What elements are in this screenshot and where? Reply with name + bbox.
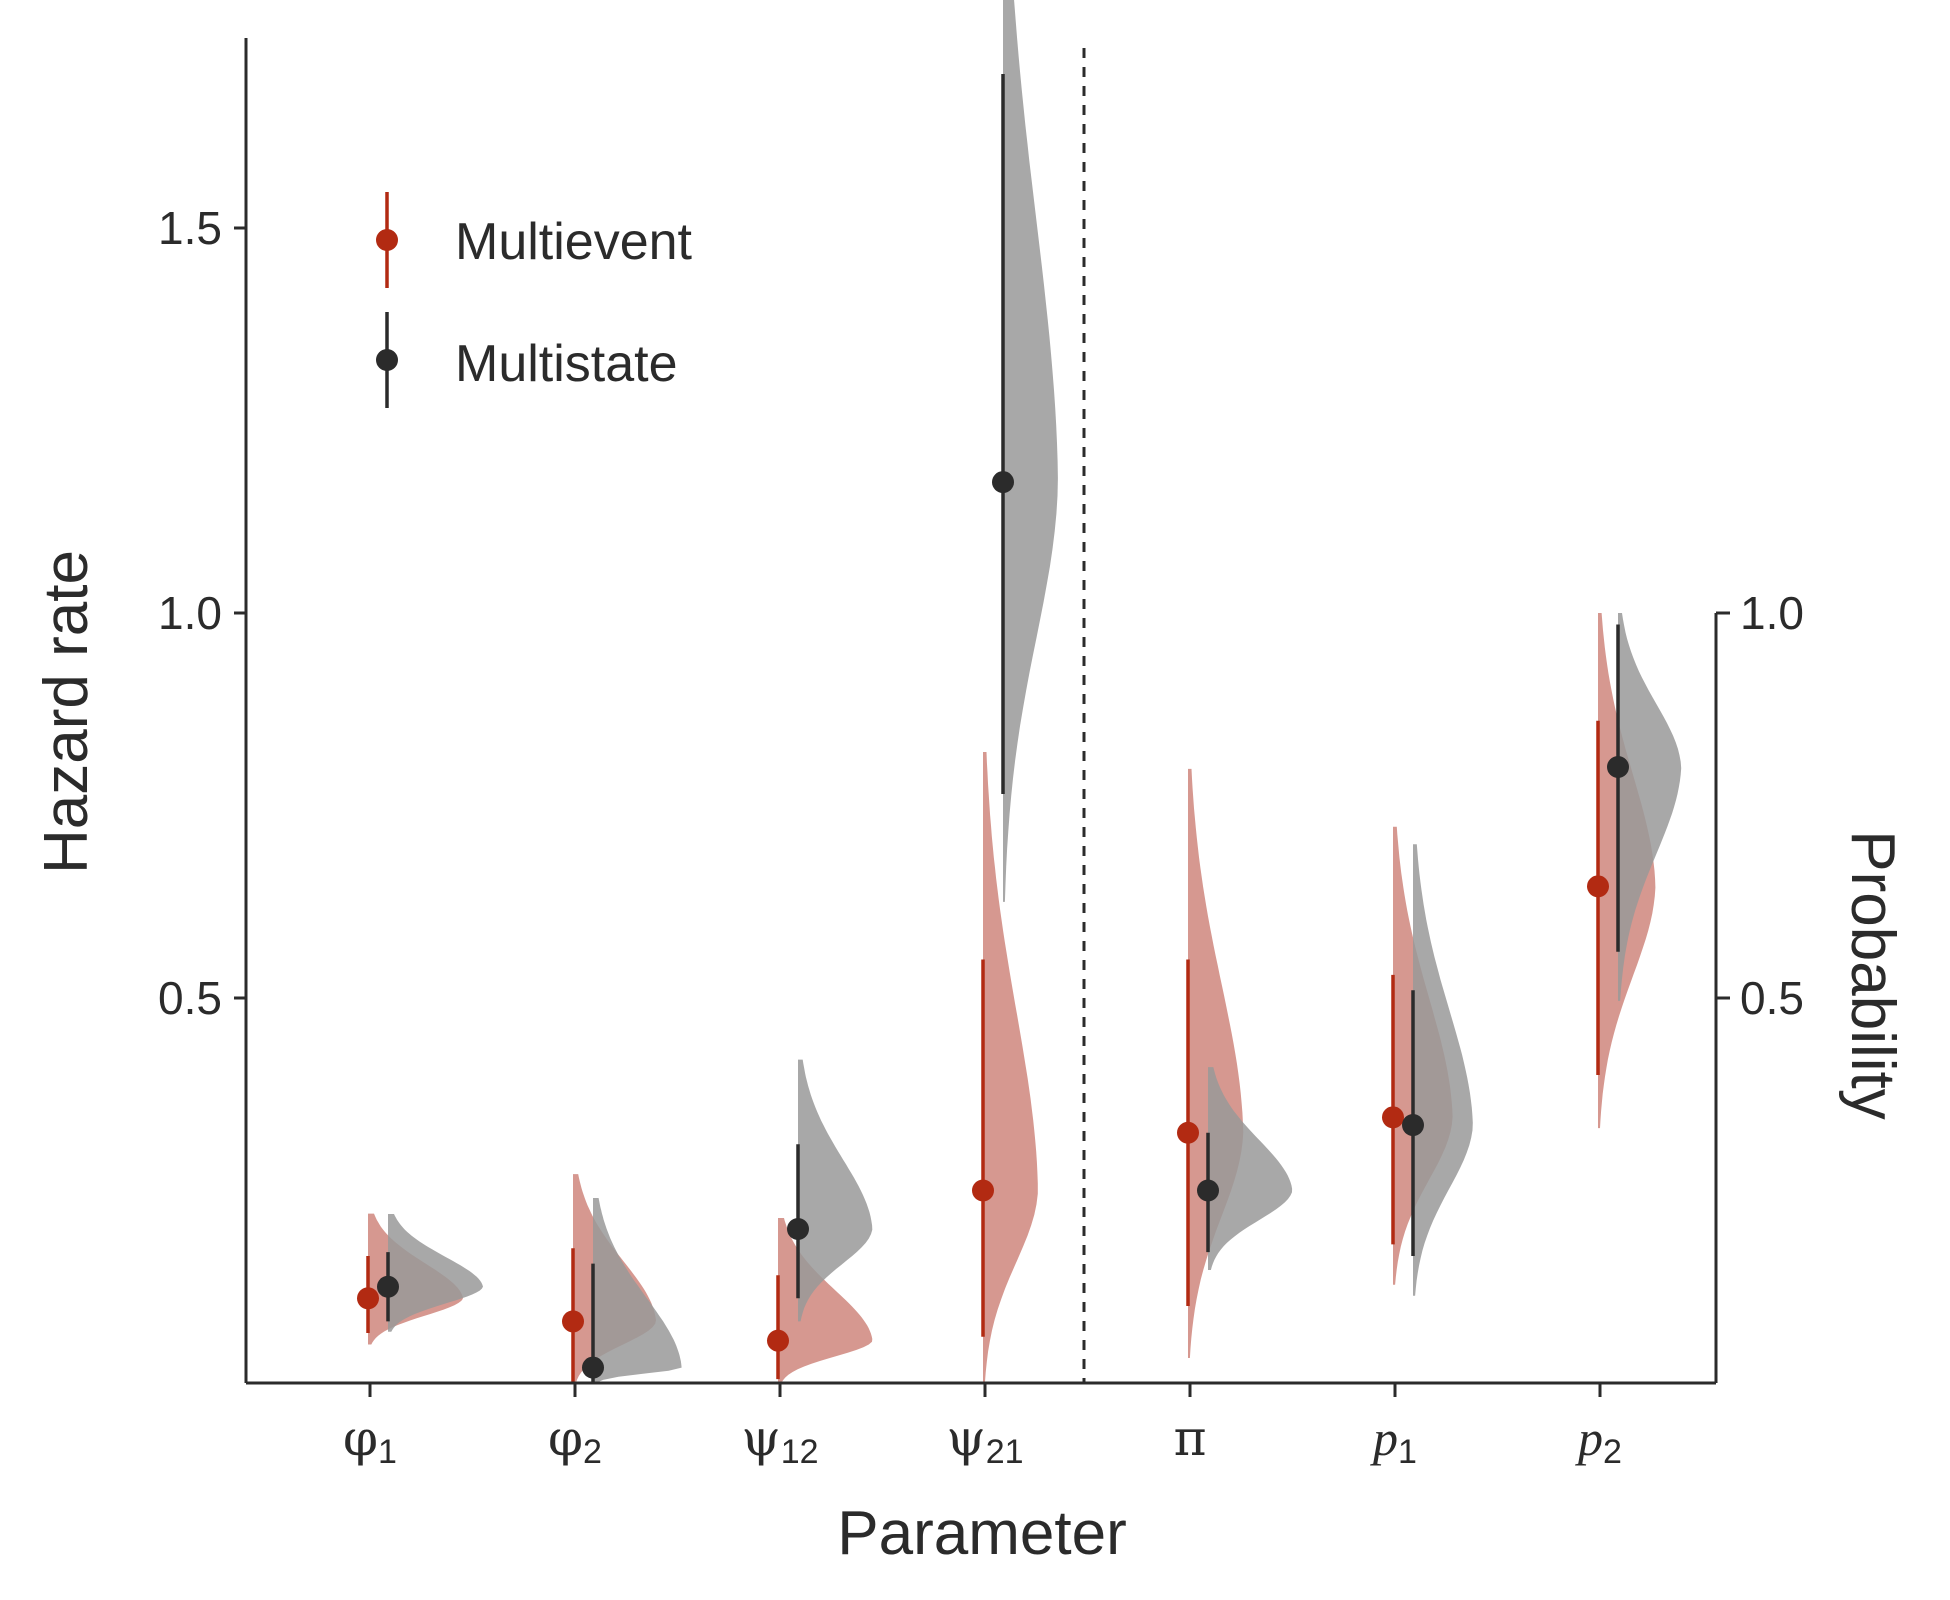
point-multievent-3	[972, 1179, 994, 1202]
point-multistate-1	[582, 1356, 604, 1379]
legend-marker-multievent-dot	[376, 229, 398, 251]
point-multievent-1	[562, 1310, 584, 1333]
point-multistate-5	[1402, 1114, 1424, 1137]
y-tick-label: 0.5	[158, 972, 222, 1024]
violin-multistate-4	[1208, 1067, 1293, 1270]
violin-multistate-3	[1003, 0, 1058, 902]
violin-multievent-4	[1188, 768, 1244, 1358]
legend-label-multievent: Multievent	[455, 213, 693, 271]
x-tick-label: p1	[1370, 1410, 1417, 1471]
tick-layer: 0.5 1.0 1.5 0.5 1.0 φ1 φ2 ψ12 ψ21 π p1 p2	[158, 202, 1804, 1471]
x-tick-label: p2	[1575, 1410, 1622, 1471]
x-tick-label: π	[1174, 1409, 1207, 1467]
violin-layer	[368, 0, 1682, 1383]
y2-axis-title: Probability	[1838, 830, 1907, 1119]
violin-multievent-3	[983, 752, 1038, 1383]
violin-multistate-6	[1618, 613, 1682, 1001]
violin-multistate-1	[593, 1198, 682, 1383]
x-axis-title: Parameter	[837, 1499, 1126, 1568]
point-multievent-4	[1177, 1121, 1199, 1144]
violin-multistate-5	[1413, 844, 1473, 1296]
y-axis-title: Hazard rate	[32, 550, 101, 874]
x-tick-label: ψ21	[946, 1409, 1023, 1471]
legend: Multievent Multistate	[376, 192, 693, 408]
point-multistate-3	[992, 471, 1014, 494]
y-tick-label: 1.0	[158, 587, 222, 639]
y-tick-label: 1.5	[158, 202, 222, 254]
y2-tick-label: 1.0	[1740, 587, 1804, 639]
legend-label-multistate: Multistate	[455, 335, 678, 393]
point-multievent-2	[767, 1329, 789, 1352]
point-multievent-5	[1382, 1106, 1404, 1129]
point-multistate-4	[1197, 1179, 1219, 1202]
point-multievent-6	[1587, 875, 1609, 898]
point-multistate-0	[377, 1275, 399, 1298]
violin-multistate-0	[388, 1214, 483, 1332]
y2-tick-label: 0.5	[1740, 972, 1804, 1024]
point-multievent-0	[357, 1287, 379, 1310]
violin-multistate-2	[798, 1059, 873, 1322]
x-tick-label: ψ12	[741, 1409, 818, 1471]
point-multistate-6	[1607, 756, 1629, 778]
point-multistate-2	[787, 1218, 809, 1240]
interval-layer	[357, 74, 1629, 1383]
x-tick-label: φ2	[548, 1409, 602, 1471]
x-tick-label: φ1	[343, 1409, 397, 1471]
legend-marker-multistate-dot	[376, 349, 398, 371]
